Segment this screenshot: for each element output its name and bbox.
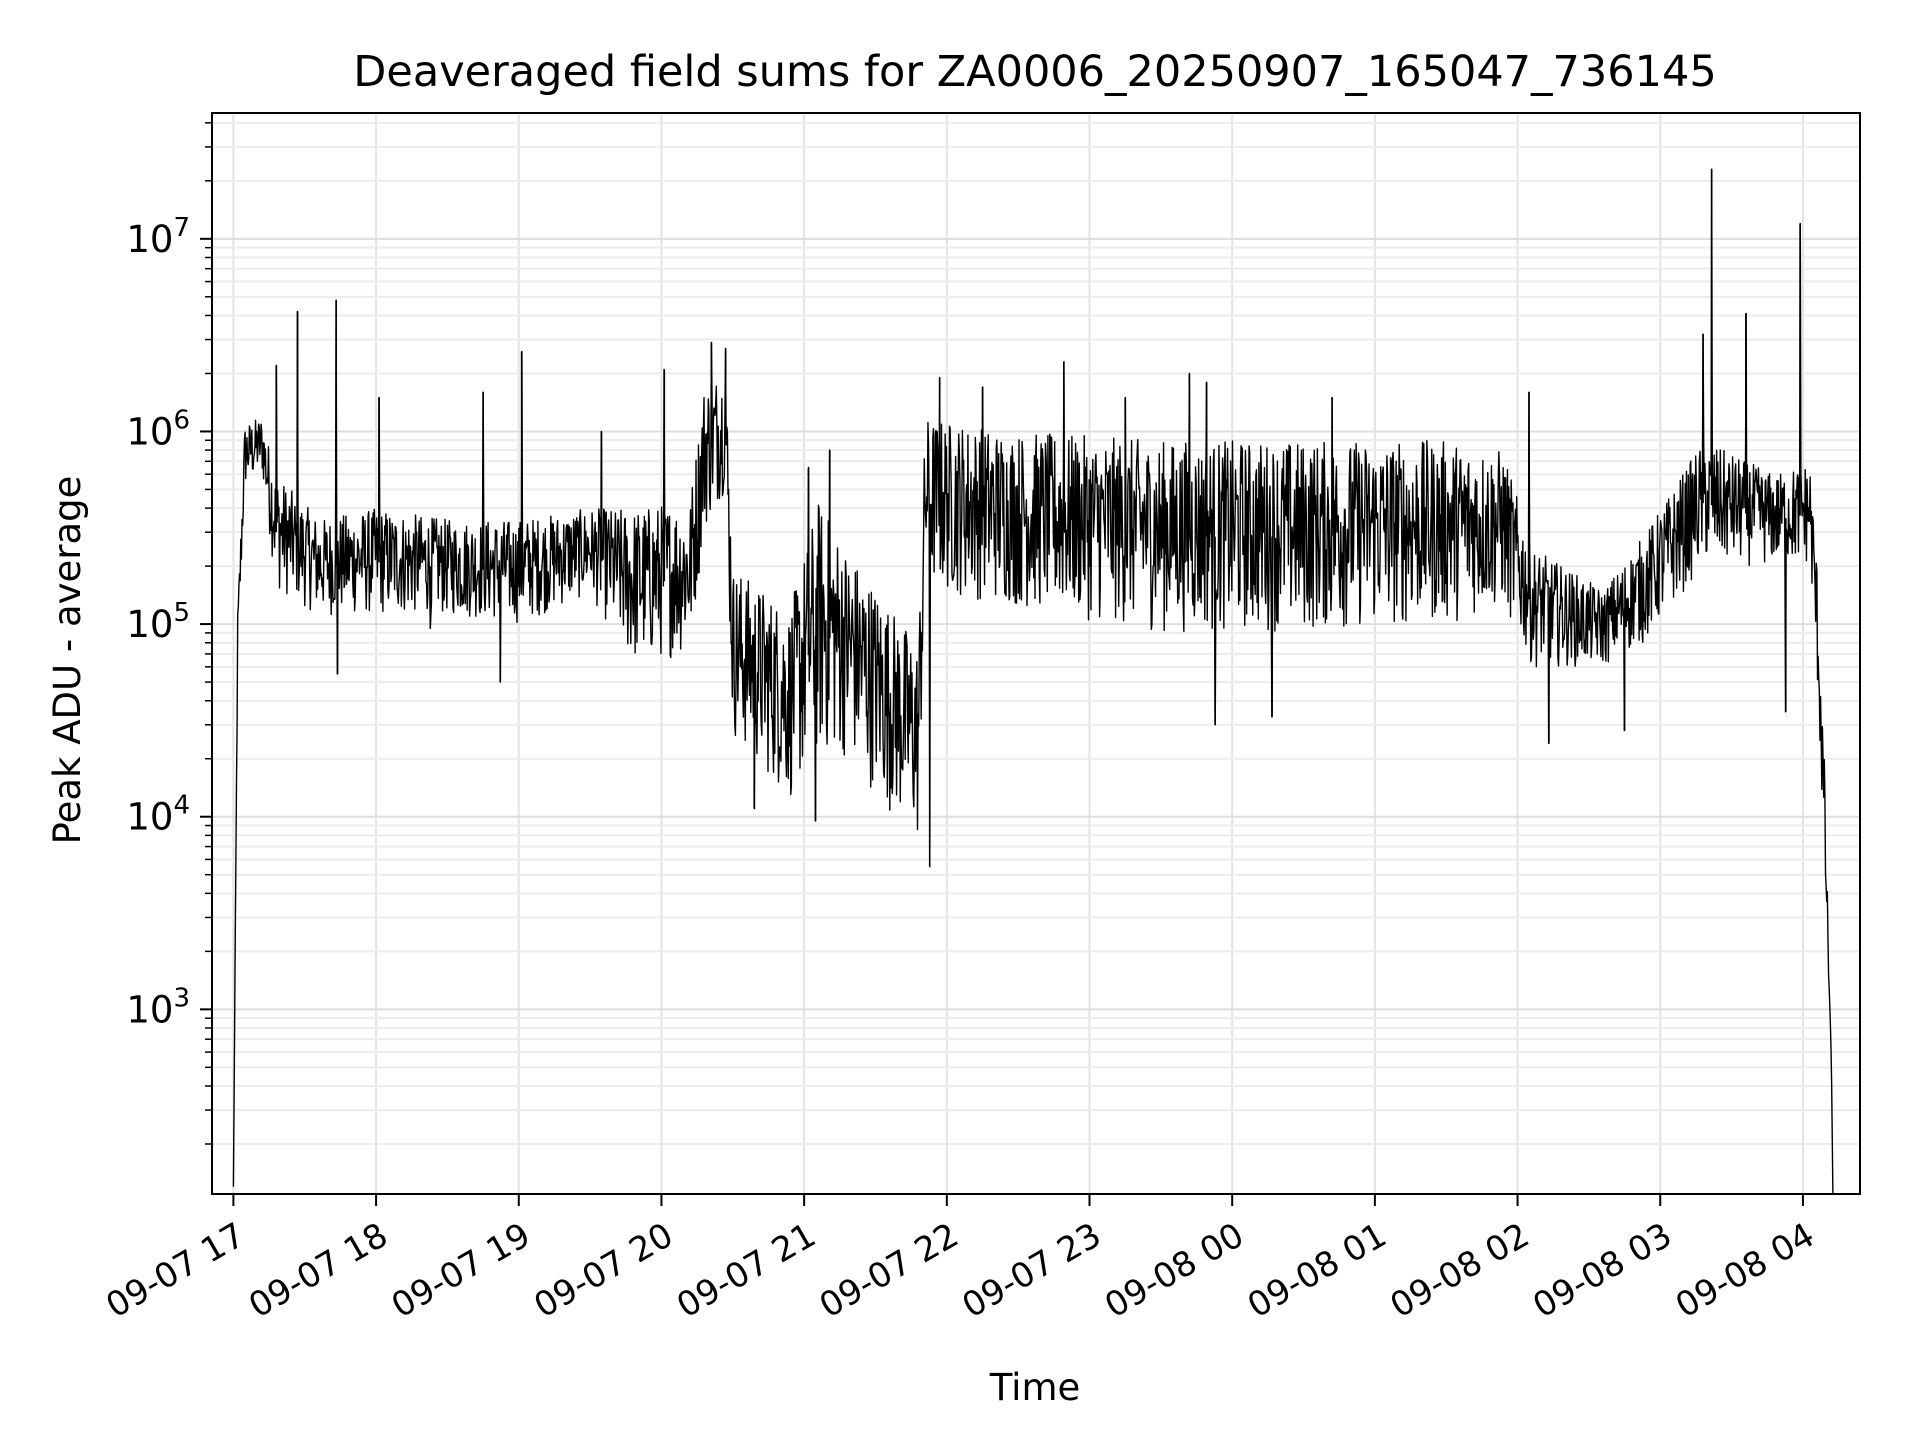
- y-tick-label: 103: [126, 983, 190, 1031]
- chart-title: Deaveraged field sums for ZA0006_2025090…: [353, 47, 1716, 97]
- y-tick-label: 104: [126, 791, 190, 839]
- y-tick-base: 10: [126, 410, 173, 453]
- y-tick-base: 10: [126, 796, 173, 839]
- y-tick-base: 10: [126, 988, 173, 1031]
- y-tick-exponent: 5: [173, 598, 190, 628]
- plot-frame: [211, 112, 1861, 1195]
- y-tick-exponent: 6: [173, 405, 190, 435]
- series-layer: [232, 168, 1834, 1195]
- y-axis-label: Peak ADU - average: [46, 476, 89, 845]
- y-tick-exponent: 4: [173, 791, 190, 821]
- y-tick-label: 105: [126, 598, 190, 646]
- x-axis-label: Time: [989, 1366, 1081, 1409]
- y-tick-exponent: 7: [173, 213, 190, 243]
- y-tick-base: 10: [126, 218, 173, 261]
- y-tick-exponent: 3: [173, 983, 190, 1013]
- y-tick-label: 107: [126, 213, 190, 261]
- y-tick-label: 106: [126, 405, 190, 453]
- y-tick-base: 10: [126, 603, 173, 646]
